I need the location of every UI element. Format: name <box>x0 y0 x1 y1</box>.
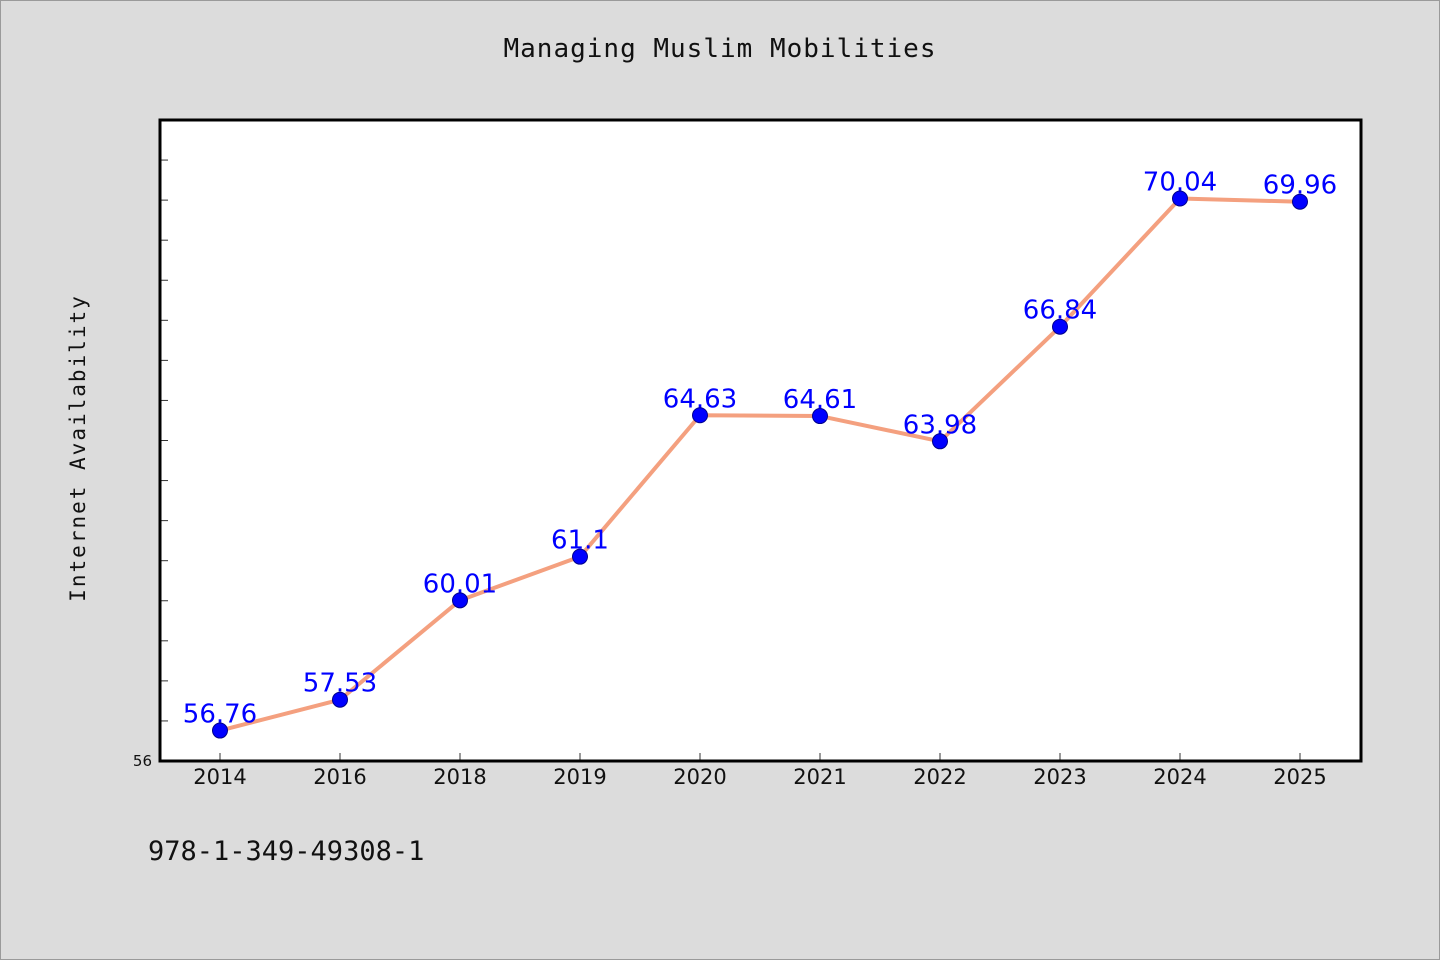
data-point <box>1172 190 1188 207</box>
x-tick-label: 2014 <box>193 765 246 789</box>
data-point <box>692 407 708 424</box>
y-tick-label: 56 <box>133 752 152 770</box>
data-point <box>212 722 228 739</box>
data-point <box>572 548 588 565</box>
x-tick-label: 2023 <box>1033 765 1086 789</box>
data-point <box>1292 193 1308 210</box>
plot-area <box>160 120 1361 761</box>
x-tick-label: 2022 <box>913 765 966 789</box>
x-tick-label: 2021 <box>793 765 846 789</box>
data-point <box>332 691 348 708</box>
x-tick-label: 2016 <box>313 765 366 789</box>
data-point <box>452 592 468 609</box>
x-tick-label: 2025 <box>1273 765 1326 789</box>
x-tick-label: 2019 <box>553 765 606 789</box>
data-point <box>932 433 948 450</box>
data-point <box>1052 318 1068 335</box>
data-point <box>812 408 828 425</box>
x-tick-label: 2024 <box>1153 765 1206 789</box>
isbn-text: 978-1-349-49308-1 <box>148 836 425 867</box>
x-tick-label: 2018 <box>433 765 486 789</box>
chart-title: Managing Muslim Mobilities <box>503 34 937 64</box>
x-tick-label: 2020 <box>673 765 726 789</box>
plot-border <box>158 118 1363 763</box>
series-line <box>218 196 1302 733</box>
